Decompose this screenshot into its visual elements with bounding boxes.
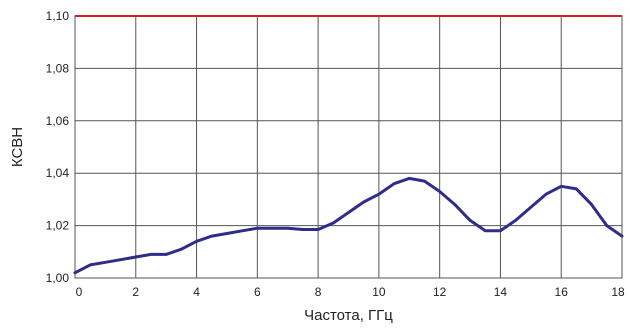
x-tick-label: 16 bbox=[555, 285, 569, 299]
x-tick-labels: 0 2 4 6 8 10 12 14 16 18 bbox=[76, 285, 625, 299]
x-tick-label: 6 bbox=[254, 285, 261, 299]
x-axis-title: Частота, ГГц bbox=[304, 307, 393, 324]
y-tick-label: 1,06 bbox=[46, 114, 70, 128]
y-tick-label: 1,10 bbox=[46, 9, 70, 23]
x-tick-label: 18 bbox=[611, 285, 625, 299]
x-tick-label: 2 bbox=[132, 285, 139, 299]
y-tick-label: 1,04 bbox=[46, 166, 70, 180]
y-tick-label: 1,00 bbox=[46, 271, 70, 285]
x-tick-label: 14 bbox=[494, 285, 508, 299]
x-tick-label: 12 bbox=[433, 285, 447, 299]
y-tick-label: 1,02 bbox=[46, 219, 70, 233]
x-tick-label: 10 bbox=[372, 285, 386, 299]
vswr-series-line bbox=[73, 176, 624, 275]
grid bbox=[75, 16, 622, 278]
series-group bbox=[73, 176, 624, 275]
y-tick-labels: 1,00 1,02 1,04 1,06 1,08 1,10 bbox=[46, 9, 70, 285]
x-tick-label: 4 bbox=[193, 285, 200, 299]
y-tick-label: 1,08 bbox=[46, 61, 70, 75]
y-axis-title: КСВН bbox=[9, 127, 26, 167]
plot-area bbox=[74, 15, 623, 279]
x-tick-label: 8 bbox=[315, 285, 322, 299]
x-tick-label: 0 bbox=[76, 285, 83, 299]
